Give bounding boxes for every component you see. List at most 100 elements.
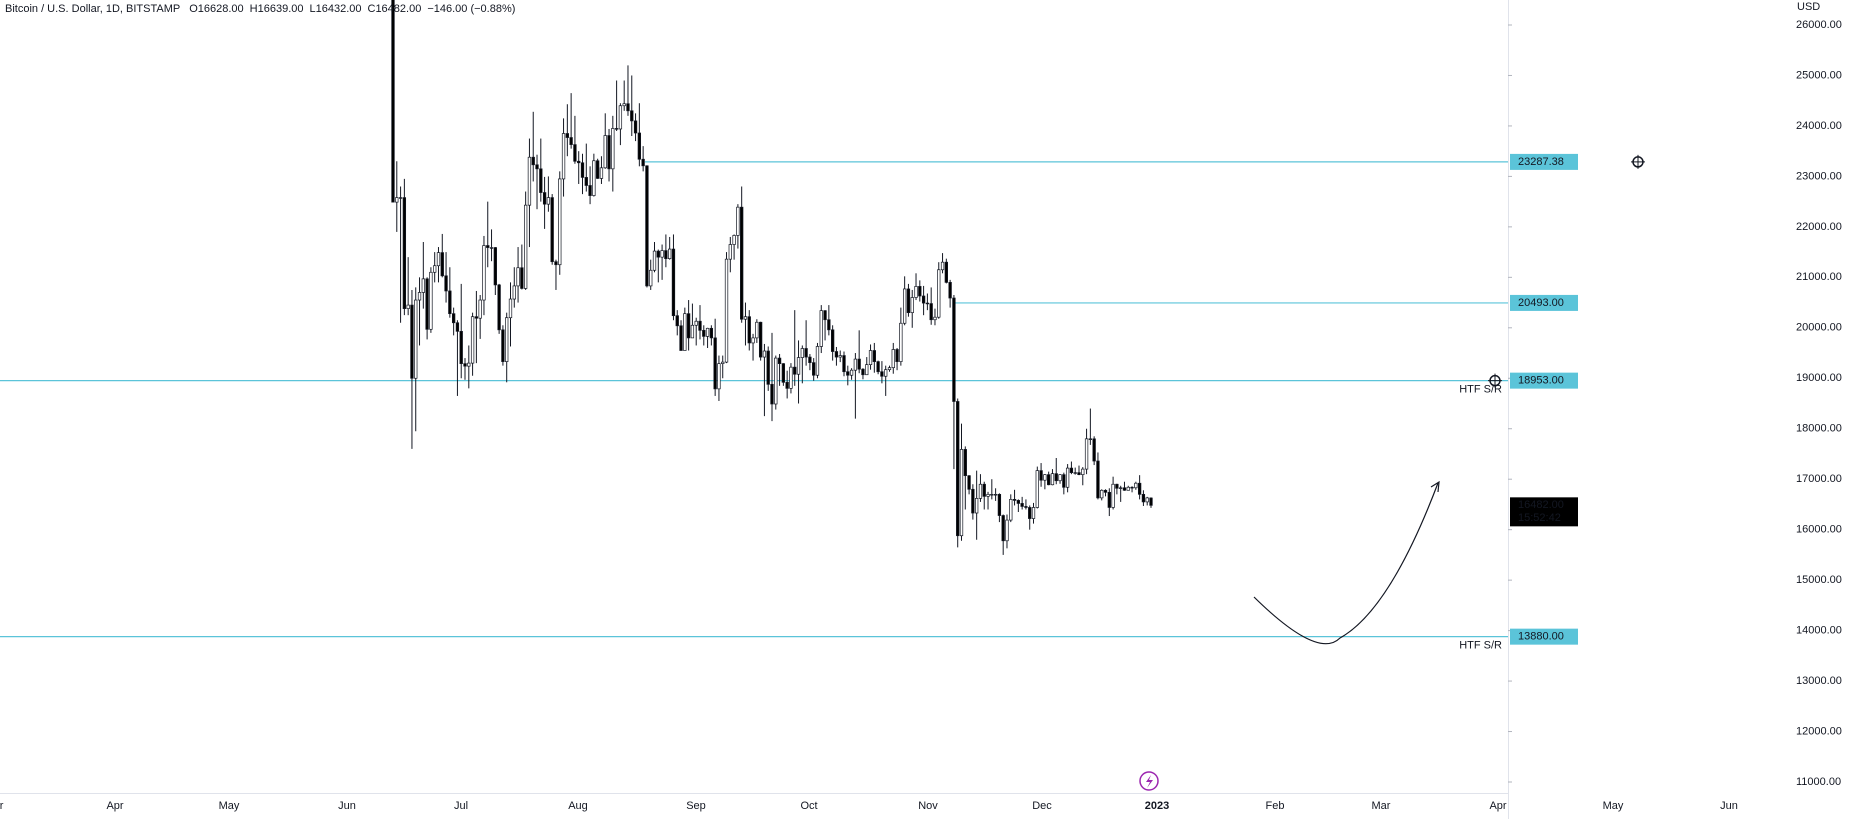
header-open: O16628.00 xyxy=(189,3,243,15)
y-tick-label: 25000.00 xyxy=(1796,69,1842,81)
candle-body xyxy=(649,269,653,287)
candle-body xyxy=(652,250,657,271)
event-icon-bolt xyxy=(1146,775,1153,788)
candle-body xyxy=(501,329,505,362)
candle-body xyxy=(800,348,804,358)
candle-body xyxy=(395,197,399,203)
candle-body xyxy=(940,261,945,271)
candle-body xyxy=(508,298,513,319)
candle-body xyxy=(793,366,797,375)
level-note: HTF S/R xyxy=(1459,640,1502,652)
candle-body xyxy=(827,319,831,331)
candle-body xyxy=(808,356,812,363)
candle-body xyxy=(512,285,516,300)
candle-body xyxy=(398,197,403,199)
candle-body xyxy=(436,252,441,267)
candle-body xyxy=(948,282,952,299)
candle-body xyxy=(1084,438,1089,470)
x-tick-label: Apr xyxy=(106,800,123,812)
candle-body xyxy=(451,313,456,324)
candle-body xyxy=(440,252,444,277)
candle-body xyxy=(637,132,641,160)
y-tick-label: 22000.00 xyxy=(1796,221,1842,233)
candle-body xyxy=(599,167,604,179)
candle-body xyxy=(633,120,638,134)
candle-body xyxy=(550,197,554,263)
candle-body xyxy=(975,498,979,514)
candle-body xyxy=(588,185,592,196)
candle-body xyxy=(952,297,956,402)
candle-body xyxy=(1069,467,1074,473)
candle-body xyxy=(997,493,1002,516)
plot-area xyxy=(0,0,1645,638)
candle-body xyxy=(614,128,619,130)
candle-body xyxy=(796,357,801,375)
candle-body xyxy=(880,371,884,377)
candle-body xyxy=(1001,515,1005,542)
candle-body xyxy=(478,299,482,319)
projection-curve[interactable] xyxy=(1253,482,1439,645)
candle-body xyxy=(758,321,763,358)
candle-body xyxy=(1050,473,1055,486)
event-icon[interactable] xyxy=(1139,771,1159,791)
candle-body xyxy=(459,330,463,364)
candle-body xyxy=(516,267,520,287)
candle-body xyxy=(842,355,846,373)
candle-body xyxy=(573,144,577,162)
y-tick-label: 19000.00 xyxy=(1796,372,1842,384)
x-tick-label: May xyxy=(219,800,240,812)
x-tick-label: Jun xyxy=(338,800,356,812)
candle-body xyxy=(819,310,823,347)
candle-body xyxy=(694,320,698,326)
candle-body xyxy=(474,316,479,319)
candle-body xyxy=(580,162,585,178)
candle-body xyxy=(876,361,880,373)
candle-body xyxy=(830,329,835,352)
candle-body xyxy=(823,310,827,321)
candle-body xyxy=(762,350,767,358)
countdown-label: 15:52:42 xyxy=(1518,512,1561,524)
candle-body xyxy=(1016,500,1020,504)
candle-body xyxy=(853,358,858,371)
y-tick-label: 24000.00 xyxy=(1796,120,1842,132)
candle-body xyxy=(1096,460,1100,499)
candle-body xyxy=(846,371,850,376)
candle-body xyxy=(986,493,990,497)
candle-body xyxy=(1149,497,1153,506)
x-tick-label: Nov xyxy=(918,800,938,812)
candle-body xyxy=(554,261,558,266)
y-tick-label: 17000.00 xyxy=(1796,473,1842,485)
candle-body xyxy=(463,363,467,367)
candle-body xyxy=(607,135,611,170)
candle-body xyxy=(1024,506,1028,508)
candle-body xyxy=(1031,507,1036,519)
x-tick-label: May xyxy=(1603,800,1624,812)
candle-body xyxy=(1073,472,1077,474)
candle-body xyxy=(467,362,471,367)
candle-body xyxy=(902,288,907,324)
candle-body xyxy=(838,355,842,358)
y-tick-label: 26000.00 xyxy=(1796,19,1842,31)
candle-body xyxy=(1012,499,1017,501)
candle-body xyxy=(1107,491,1111,508)
x-tick-label: 2023 xyxy=(1145,800,1169,812)
candle-body xyxy=(565,133,569,138)
candle-body xyxy=(921,295,926,304)
candle-body xyxy=(425,278,429,330)
candle-body xyxy=(1088,438,1093,440)
candle-body xyxy=(444,275,448,292)
candle-body xyxy=(1134,482,1138,489)
candle-body xyxy=(611,128,615,170)
candle-body xyxy=(1081,468,1085,476)
candle-body xyxy=(1028,507,1032,519)
candle-body xyxy=(747,316,751,344)
candle-body xyxy=(630,110,634,122)
price-axis-unit: USD xyxy=(1797,1,1820,13)
candle-body xyxy=(592,160,596,196)
candle-body xyxy=(834,351,839,358)
candle-body xyxy=(899,322,903,362)
candle-body xyxy=(421,278,425,293)
legend-header: Bitcoin / U.S. Dollar, 1D, BITSTAMP O1662… xyxy=(5,3,515,15)
candle-body xyxy=(1077,472,1081,476)
